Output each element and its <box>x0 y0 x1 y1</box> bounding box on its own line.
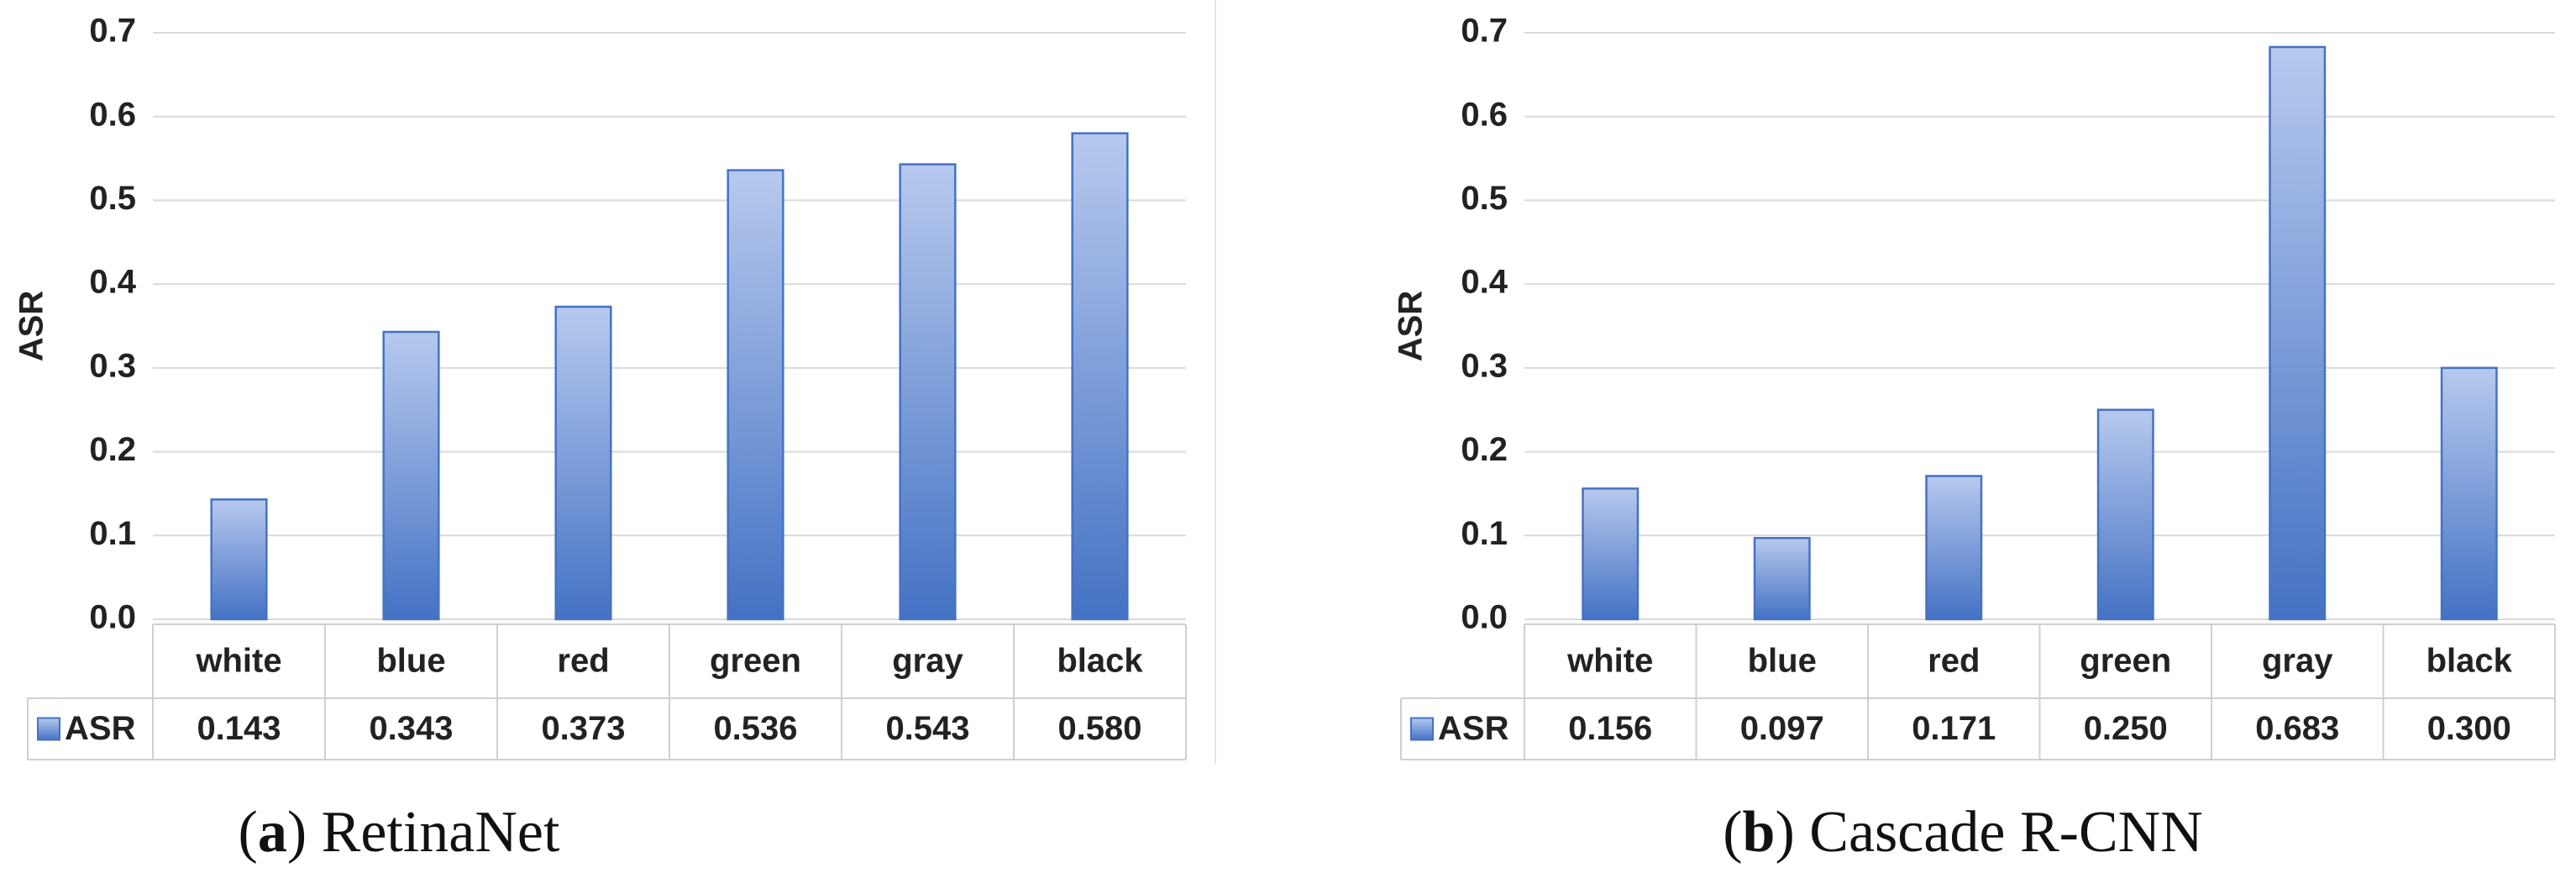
y-tick-label: 0.5 <box>1461 180 1508 217</box>
x-tick-label: green <box>2080 643 2171 680</box>
legend-label: ASR <box>65 710 136 747</box>
y-tick-label: 0.1 <box>89 515 136 552</box>
y-tick-label: 0.2 <box>89 431 136 468</box>
y-axis-label: ASR <box>13 291 50 362</box>
y-tick-label: 0.6 <box>89 96 136 133</box>
y-tick-label: 0.2 <box>1461 431 1508 468</box>
x-tick-label: blue <box>1748 643 1817 680</box>
y-tick-label: 0.0 <box>89 599 136 636</box>
y-tick-label: 0.7 <box>89 13 136 50</box>
x-tick-label: red <box>557 643 609 680</box>
caption-part: ) Cascade R-CNN <box>1775 800 2202 865</box>
table-value: 0.300 <box>2427 710 2511 747</box>
y-tick-label: 0.4 <box>89 264 136 301</box>
table-value: 0.156 <box>1568 710 1652 747</box>
bar <box>210 498 268 621</box>
caption-part: ) RetinaNet <box>287 800 560 865</box>
bar <box>2096 408 2154 621</box>
bar <box>899 163 957 621</box>
bar <box>1071 132 1129 621</box>
table-value: 0.171 <box>1912 710 1996 747</box>
table-value: 0.097 <box>1740 710 1824 747</box>
y-tick-label: 0.1 <box>1461 515 1508 552</box>
x-tick-label: red <box>1928 643 1980 680</box>
legend-label: ASR <box>1438 710 1509 747</box>
table-value: 0.536 <box>713 710 797 747</box>
legend-key <box>1410 717 1434 741</box>
bar <box>1925 475 1983 621</box>
y-tick-label: 0.5 <box>89 180 136 217</box>
table-value: 0.580 <box>1057 710 1141 747</box>
caption-part: a <box>258 800 287 865</box>
x-tick-label: white <box>1566 643 1653 680</box>
y-tick-label: 0.3 <box>1461 347 1508 384</box>
x-tick-label: black <box>1057 643 1143 680</box>
legend-key <box>37 717 60 741</box>
y-tick-label: 0.0 <box>1461 599 1508 636</box>
caption-part: ( <box>1723 800 1742 865</box>
caption-part: ( <box>239 800 258 865</box>
table-value: 0.683 <box>2255 710 2339 747</box>
x-tick-label: gray <box>892 643 963 680</box>
x-tick-label: green <box>710 643 801 680</box>
y-axis-label: ASR <box>1393 291 1430 362</box>
x-tick-label: black <box>2426 643 2513 680</box>
caption: (a) RetinaNet <box>239 800 560 865</box>
bar <box>1582 487 1640 621</box>
table-value: 0.250 <box>2084 710 2168 747</box>
caption: (b) Cascade R-CNN <box>1723 800 2203 865</box>
y-tick-label: 0.4 <box>1461 264 1508 301</box>
table-value: 0.373 <box>541 710 625 747</box>
y-tick-label: 0.6 <box>1461 96 1508 133</box>
bar <box>2440 366 2498 621</box>
table-value: 0.143 <box>197 710 281 747</box>
bar <box>382 330 440 621</box>
bar <box>2269 45 2327 621</box>
bar <box>554 305 612 621</box>
table-value: 0.343 <box>369 710 453 747</box>
bar <box>1753 537 1811 621</box>
y-tick-label: 0.3 <box>89 347 136 384</box>
caption-part: b <box>1743 800 1776 865</box>
table-value: 0.543 <box>885 710 969 747</box>
x-tick-label: gray <box>2262 643 2333 680</box>
x-tick-label: white <box>195 643 281 680</box>
bar <box>727 169 784 621</box>
x-tick-label: blue <box>376 643 445 680</box>
y-tick-label: 0.7 <box>1461 13 1508 50</box>
